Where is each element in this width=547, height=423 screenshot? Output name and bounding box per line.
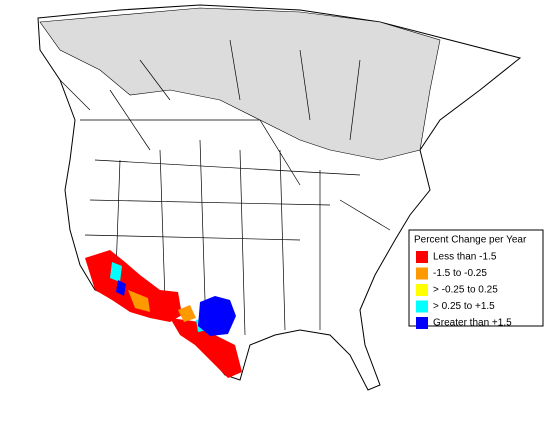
legend-box: [408, 229, 544, 327]
legend-title: Percent Change per Year: [414, 235, 527, 246]
region-decrease: [170, 318, 242, 378]
legend-swatch: [416, 251, 428, 263]
region-moderate-decrease: [178, 305, 196, 322]
legend-label: > 0.25 to +1.5: [433, 301, 495, 312]
region-moderate-increase: [110, 262, 122, 282]
region-moderate-decrease: [128, 290, 150, 312]
region-decrease: [85, 250, 182, 322]
tundra-region: [39, 7, 441, 161]
legend-label: Less than -1.5: [433, 252, 497, 263]
legend-swatch: [416, 317, 428, 329]
region-increase: [198, 296, 236, 336]
boundaries: [59, 39, 391, 336]
legend-swatch: [416, 284, 428, 296]
legend-label: Greater than +1.5: [433, 318, 512, 329]
legend-label: -1.5 to -0.25: [433, 268, 487, 279]
legend-swatch: [416, 267, 428, 280]
legend: Percent Change per Year Less than -1.5 -1…: [408, 229, 544, 329]
legend-label: > -0.25 to 0.25: [433, 285, 498, 296]
legend-swatch: [416, 300, 428, 313]
region-increase: [116, 280, 126, 296]
data-regions: [85, 250, 242, 378]
